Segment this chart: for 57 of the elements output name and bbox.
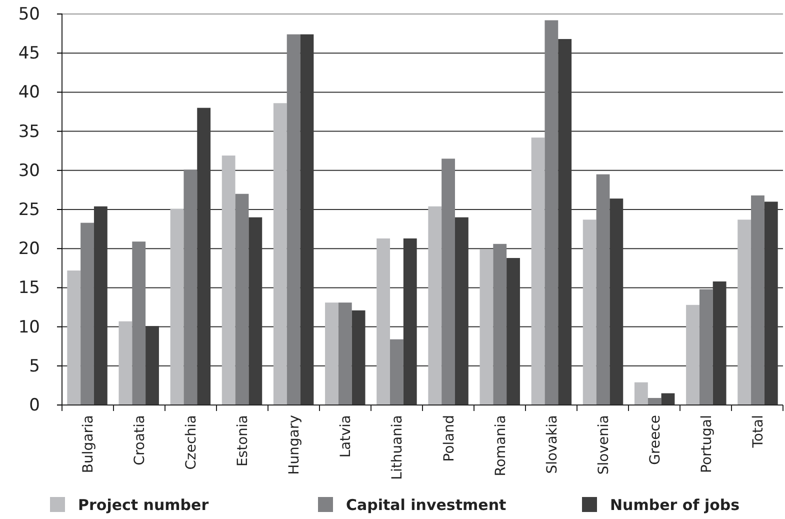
bar: [686, 304, 700, 405]
x-tick-label: Latvia: [338, 415, 354, 458]
bar: [325, 302, 338, 405]
bar: [338, 302, 352, 405]
bar: [184, 170, 198, 405]
legend-label: Capital investment: [346, 496, 506, 514]
bar: [273, 103, 287, 405]
bar: [582, 220, 596, 405]
bar: [634, 382, 648, 405]
bar: [596, 174, 610, 405]
y-tick-label: 20: [18, 239, 40, 260]
bar: [751, 195, 764, 405]
x-tick-label: Estonia: [234, 415, 251, 467]
bar: [132, 242, 146, 405]
y-tick-label: 45: [18, 44, 40, 64]
x-tick-label: Croatia: [132, 415, 148, 466]
bar: [544, 20, 558, 405]
x-tick-label: Lithuania: [390, 415, 406, 480]
x-tick-label: Portugal: [699, 415, 716, 473]
bar: [428, 206, 442, 405]
bar: [442, 158, 455, 405]
bar: [390, 339, 404, 405]
y-tick-label: 10: [18, 317, 40, 338]
y-tick-label: 25: [18, 200, 40, 220]
y-tick-label: 40: [18, 82, 40, 103]
y-tick-label: 0: [29, 395, 40, 416]
bar: [286, 34, 300, 405]
y-tick-label: 5: [29, 356, 40, 376]
x-tick-label: Czechia: [183, 415, 200, 470]
x-tick-label: Bulgaria: [80, 415, 96, 474]
y-tick-label: 35: [18, 122, 40, 142]
bar: [480, 249, 494, 405]
x-tick-label: Slovakia: [544, 415, 560, 474]
bar: [738, 220, 752, 405]
legend-label: Project number: [78, 496, 210, 514]
bar: [648, 398, 662, 405]
x-tick-label: Poland: [441, 415, 458, 462]
bar: [67, 270, 81, 405]
x-tick-label: Hungary: [286, 415, 303, 475]
bar: [699, 289, 713, 405]
legend-label: Number of jobs: [610, 496, 740, 514]
y-tick-label: 15: [18, 278, 40, 298]
bar: [376, 238, 390, 405]
x-tick-label: Greece: [648, 415, 664, 465]
bar: [80, 222, 94, 405]
bar: [493, 244, 507, 405]
bar: [235, 194, 249, 405]
x-tick-label: Total: [750, 415, 767, 449]
bar: [118, 321, 132, 405]
bar: [170, 208, 184, 405]
x-tick-label: Slovenia: [596, 415, 612, 475]
bar: [222, 156, 236, 405]
x-tick-label: Romania: [492, 415, 509, 476]
bar: [661, 393, 675, 405]
bar: [531, 138, 545, 405]
y-tick-label: 50: [18, 4, 40, 24]
y-tick-label: 30: [18, 160, 40, 181]
